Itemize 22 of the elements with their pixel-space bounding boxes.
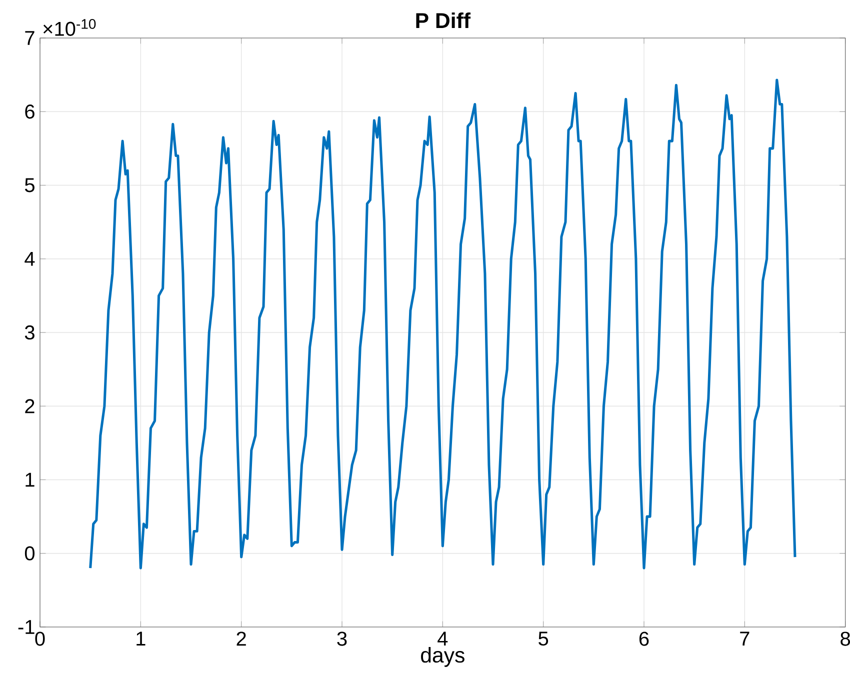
x-tick-label: 1 xyxy=(136,632,146,646)
chart-title: P Diff xyxy=(416,12,471,28)
y-tick-label: 7 xyxy=(25,31,34,45)
text: ×10$^{-10}$ xyxy=(43,19,96,36)
line-series xyxy=(89,78,796,570)
x-tick-label: 2 xyxy=(236,632,246,646)
x-tick-label: 7 xyxy=(740,632,750,646)
x-tick-label: 0 xyxy=(35,632,45,646)
y-tick-label: 6 xyxy=(25,104,34,119)
y-tick-label: -1 xyxy=(18,620,34,634)
x-tick-label: 4 xyxy=(438,632,448,646)
x-axis-title: days xyxy=(421,647,464,667)
y-tick-label: 0 xyxy=(24,546,35,560)
y-tick-label: 3 xyxy=(24,325,34,340)
x-tick-label: 8 xyxy=(840,632,850,646)
y-tick-label: 1 xyxy=(26,472,34,487)
y-tick-label: 4 xyxy=(24,252,35,266)
x-tick-label: 3 xyxy=(337,632,347,646)
y-tick-label: 5 xyxy=(24,178,34,192)
x-tick-label: 6 xyxy=(639,632,649,646)
y-tick-label: 2 xyxy=(25,399,34,414)
x-tick-label: 5 xyxy=(538,632,548,646)
